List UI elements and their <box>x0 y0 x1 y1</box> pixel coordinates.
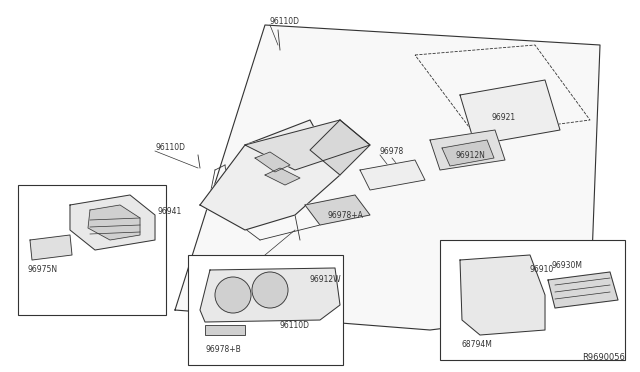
Polygon shape <box>460 80 560 145</box>
Text: 96978+B: 96978+B <box>205 345 241 354</box>
Polygon shape <box>442 140 494 166</box>
Polygon shape <box>310 120 370 175</box>
Text: 96975N: 96975N <box>28 265 58 274</box>
Circle shape <box>252 272 288 308</box>
Polygon shape <box>88 205 140 240</box>
Polygon shape <box>245 120 370 170</box>
Polygon shape <box>70 195 155 250</box>
Text: 96941: 96941 <box>158 208 182 217</box>
Text: 96110D: 96110D <box>280 321 310 330</box>
Text: 96930M: 96930M <box>552 261 583 270</box>
Text: 96912N: 96912N <box>455 151 485 160</box>
Polygon shape <box>360 160 425 190</box>
Bar <box>18 185 166 315</box>
Text: R9690056: R9690056 <box>582 353 625 362</box>
Polygon shape <box>200 268 340 322</box>
Polygon shape <box>305 195 370 225</box>
Polygon shape <box>30 235 72 260</box>
Bar <box>440 240 625 360</box>
Text: 96921: 96921 <box>492 113 516 122</box>
Text: 96978: 96978 <box>380 148 404 157</box>
Text: 96978+A: 96978+A <box>328 211 364 219</box>
Text: 96912W: 96912W <box>310 276 342 285</box>
Polygon shape <box>548 272 618 308</box>
Text: 68794M: 68794M <box>462 340 493 349</box>
Polygon shape <box>175 25 600 330</box>
Bar <box>188 255 343 365</box>
Polygon shape <box>460 255 545 335</box>
Circle shape <box>215 277 251 313</box>
Text: 96910: 96910 <box>530 266 554 275</box>
Polygon shape <box>265 168 300 185</box>
Polygon shape <box>200 120 340 230</box>
Bar <box>205 325 245 335</box>
Polygon shape <box>430 130 505 170</box>
Text: 96110D: 96110D <box>155 144 185 153</box>
Polygon shape <box>255 152 290 172</box>
Text: 96110D: 96110D <box>270 17 300 26</box>
